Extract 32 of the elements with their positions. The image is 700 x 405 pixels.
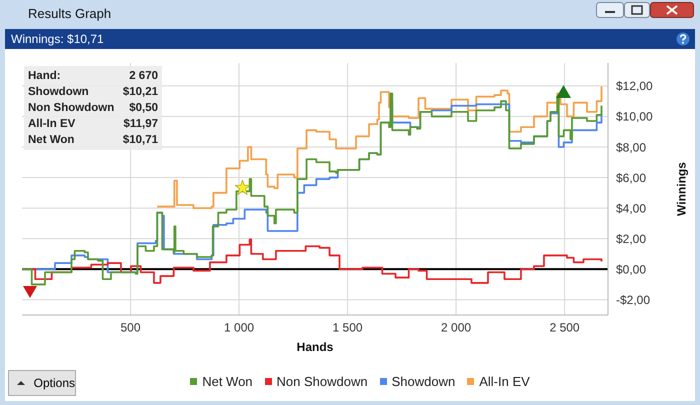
y-tick-label: $4,00 — [616, 201, 646, 216]
x-tick-label: 2 000 — [441, 320, 472, 335]
y-tick-label: $8,00 — [616, 140, 646, 154]
text: Options — [34, 376, 75, 390]
annotation: $10,21 — [122, 85, 158, 100]
legend-label: Net Won — [201, 374, 253, 389]
x-tick-label: 1 500 — [332, 320, 363, 335]
annotation: $11,97 — [123, 117, 158, 132]
x-tick-label: 1 000 — [224, 320, 254, 335]
legend-label: Non Showdown — [276, 374, 368, 389]
annotation: 2 670 — [129, 69, 158, 84]
y-tick-label: $2,00 — [616, 232, 646, 246]
annotation: All-In EV — [28, 117, 76, 132]
annotation: Hand: — [28, 69, 61, 84]
x-tick-label: 500 — [120, 320, 141, 335]
x-axis-title: Hands — [296, 340, 334, 354]
chart-title: Results Graph — [28, 6, 112, 21]
annotation: Showdown — [28, 85, 89, 100]
y-tick-label: $6,00 — [616, 170, 646, 185]
annotation: $10,71 — [122, 133, 158, 148]
y-tick-label: $12,00 — [616, 79, 654, 94]
annotation: Net Won — [28, 133, 74, 148]
annotation: Non Showdown — [28, 101, 114, 116]
legend-label: All-In EV — [478, 374, 530, 389]
y-tick-label: -$2,00 — [616, 292, 650, 307]
x-tick-label: 2 500 — [550, 320, 580, 335]
y-tick-label: $10,00 — [616, 110, 654, 124]
annotation: $0,50 — [129, 101, 158, 116]
legend-label: Showdown — [390, 374, 456, 389]
y-axis-title: Winnings — [674, 162, 688, 216]
chart-subtitle: Winnings: $10,71 — [5, 29, 695, 49]
y-tick-label: $0,00 — [616, 262, 646, 276]
